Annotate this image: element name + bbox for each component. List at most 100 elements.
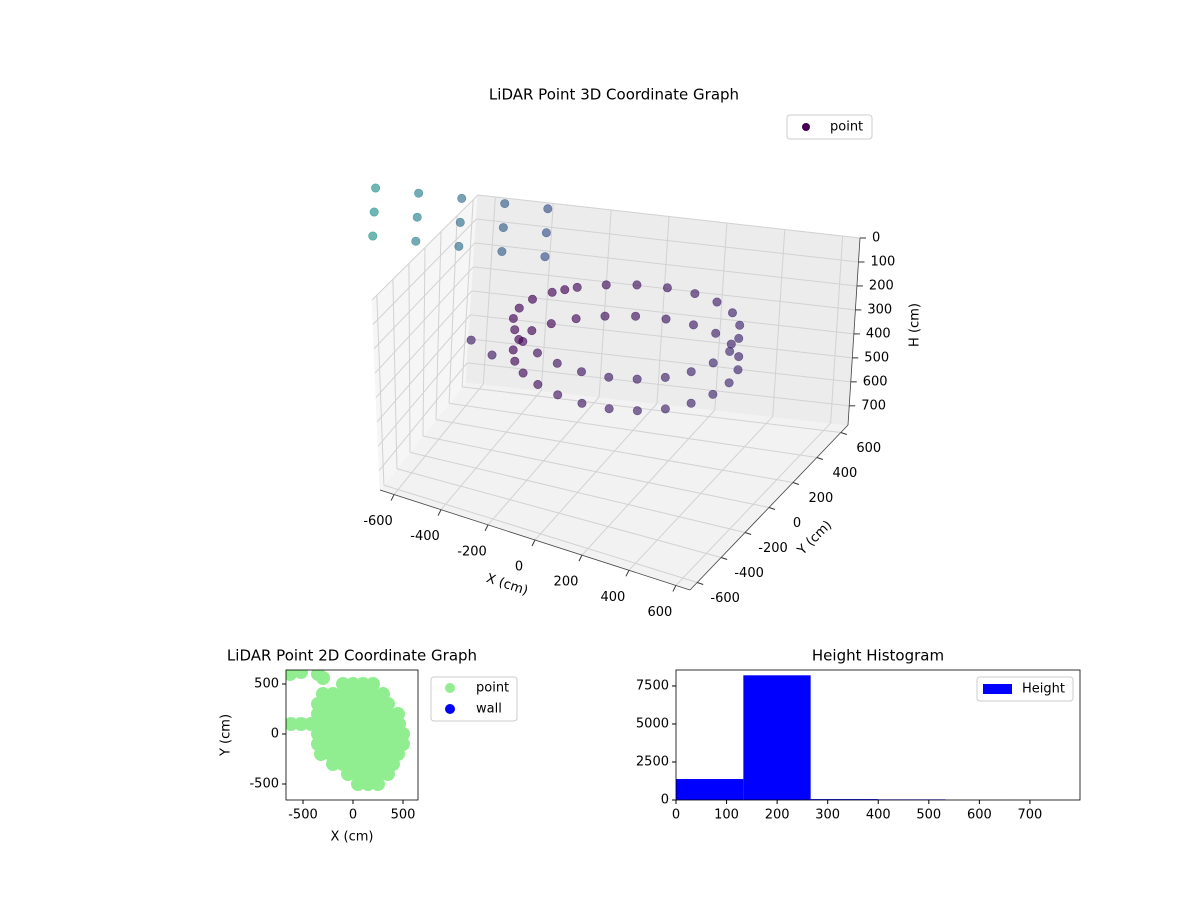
- tick-mark: [720, 557, 728, 560]
- point: [571, 314, 581, 324]
- point: [336, 677, 350, 691]
- point: [487, 350, 497, 360]
- z-tick-label: 400: [866, 326, 891, 341]
- point: [552, 358, 562, 368]
- point: [371, 183, 381, 193]
- point: [366, 677, 380, 691]
- x-tick-label: 0: [515, 560, 523, 575]
- y-tick-label: -400: [734, 566, 764, 581]
- grid-line: [373, 242, 476, 350]
- tick-mark: [744, 532, 752, 535]
- bars: [676, 675, 1080, 800]
- point: [688, 320, 698, 330]
- bar: [743, 675, 811, 800]
- point: [572, 282, 582, 292]
- tick-mark: [792, 482, 800, 485]
- y-tick-label: 600: [856, 441, 881, 456]
- grid-line: [482, 196, 496, 384]
- tick-mark: [672, 585, 677, 592]
- x-tick-label: 200: [554, 575, 579, 590]
- point: [660, 372, 670, 382]
- grid-line: [375, 290, 473, 398]
- point: [294, 670, 308, 679]
- y-tick-label: 200: [809, 491, 834, 506]
- point: [326, 757, 340, 771]
- point: [632, 406, 642, 416]
- grid-line: [422, 435, 770, 508]
- point: [600, 311, 610, 321]
- point: [735, 320, 745, 330]
- x-tick-label: 500: [916, 808, 941, 823]
- point: [321, 697, 335, 711]
- point: [455, 217, 465, 227]
- x-tick-label: 400: [866, 808, 891, 823]
- point: [381, 697, 395, 711]
- point: [361, 727, 375, 741]
- point: [508, 345, 518, 355]
- point: [457, 193, 467, 203]
- legend-patch: [983, 684, 1012, 694]
- point: [734, 333, 744, 343]
- points: [286, 670, 410, 791]
- legend-label: point: [476, 681, 509, 696]
- legend-marker: [445, 683, 455, 693]
- grid-line: [376, 295, 385, 486]
- y-tick-label: 0: [271, 727, 279, 742]
- point: [498, 223, 508, 233]
- point: [311, 697, 325, 711]
- point: [381, 767, 395, 781]
- grid-line: [476, 218, 859, 263]
- point: [546, 319, 556, 329]
- point: [351, 777, 365, 791]
- tick-mark: [768, 507, 776, 510]
- tick-mark: [840, 432, 847, 435]
- point: [510, 356, 520, 366]
- grid-line: [714, 222, 728, 411]
- legend-box: [786, 114, 873, 140]
- point: [311, 727, 325, 741]
- grid-line: [376, 314, 471, 423]
- point: [466, 335, 476, 345]
- grid-line: [448, 402, 817, 458]
- y-tick-label: 0: [793, 516, 801, 531]
- point: [604, 372, 614, 382]
- x-tick-label: -600: [363, 514, 393, 529]
- point: [724, 378, 734, 388]
- point: [361, 777, 375, 791]
- y-tick-label: 0: [661, 793, 669, 808]
- chart-title: LiDAR Point 2D Coordinate Graph: [227, 647, 477, 665]
- point: [371, 697, 385, 711]
- tick-mark: [697, 582, 704, 585]
- grid-line: [467, 362, 850, 407]
- y-tick-label: 500: [254, 677, 279, 692]
- point: [341, 767, 355, 781]
- grid-line: [409, 451, 746, 533]
- grid-line: [830, 236, 844, 424]
- x-tick-label: -200: [457, 544, 487, 559]
- point: [371, 767, 385, 781]
- point: [371, 727, 385, 741]
- z-tick-label: 200: [869, 278, 894, 293]
- chart-title: Height Histogram: [812, 647, 944, 665]
- point: [601, 280, 611, 290]
- point: [514, 334, 524, 344]
- legend: point wall: [430, 676, 518, 722]
- y-tick-label: -200: [758, 541, 788, 556]
- point: [331, 727, 345, 741]
- grid-line: [377, 338, 470, 447]
- point: [708, 358, 718, 368]
- legend-box: [976, 676, 1074, 702]
- point: [412, 212, 422, 222]
- point: [346, 677, 360, 691]
- point: [316, 671, 330, 685]
- grid-line: [435, 419, 794, 483]
- point: [414, 188, 424, 198]
- grid-line: [378, 362, 468, 471]
- point: [500, 199, 510, 209]
- point: [508, 313, 518, 323]
- point: [361, 697, 375, 711]
- z-tick-label: 0: [872, 231, 880, 246]
- grid-line: [422, 247, 426, 437]
- point: [369, 207, 379, 217]
